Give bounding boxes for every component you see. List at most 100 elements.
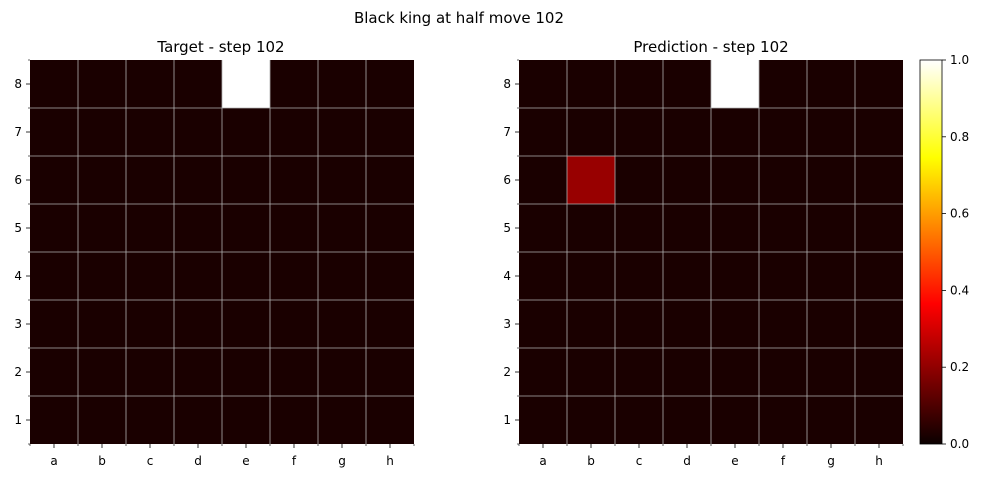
target-cell-h6: [366, 156, 414, 204]
target-y-tick-label: 1: [14, 413, 22, 427]
prediction-cell-c4: [615, 252, 663, 300]
target-cell-b8: [78, 60, 126, 108]
target-cell-e2: [222, 348, 270, 396]
target-cell-f2: [270, 348, 318, 396]
prediction-y-tick-label: 8: [503, 77, 511, 91]
target-cell-a5: [30, 204, 78, 252]
prediction-y-tick-label: 4: [503, 269, 511, 283]
prediction-cell-e8: [711, 60, 759, 108]
prediction-cell-g5: [807, 204, 855, 252]
target-cell-c3: [126, 300, 174, 348]
target-x-tick-label: d: [194, 454, 202, 468]
prediction-cell-f2: [759, 348, 807, 396]
colorbar-tick-label: 0.2: [950, 360, 969, 374]
target-cell-f6: [270, 156, 318, 204]
prediction-cell-b6: [567, 156, 615, 204]
figure-title: Black king at half move 102: [354, 9, 564, 27]
prediction-x-tick-label: b: [587, 454, 595, 468]
target-cell-h2: [366, 348, 414, 396]
target-cell-g5: [318, 204, 366, 252]
target-cell-g3: [318, 300, 366, 348]
prediction-cell-g4: [807, 252, 855, 300]
target-cell-a2: [30, 348, 78, 396]
prediction-panel: Prediction - step 102 a b c d e f g h 8 7 6 5 4 3 2 1: [503, 38, 904, 468]
prediction-cell-a4: [519, 252, 567, 300]
target-cell-b1: [78, 396, 126, 444]
target-cell-a1: [30, 396, 78, 444]
target-cell-e3: [222, 300, 270, 348]
prediction-cell-d4: [663, 252, 711, 300]
prediction-cell-a5: [519, 204, 567, 252]
target-cell-h4: [366, 252, 414, 300]
target-y-tick-label: 2: [14, 365, 22, 379]
target-cell-e4: [222, 252, 270, 300]
prediction-cell-b3: [567, 300, 615, 348]
target-cell-e6: [222, 156, 270, 204]
colorbar-tick-label: 1.0: [950, 53, 969, 67]
prediction-cell-f3: [759, 300, 807, 348]
target-cell-h3: [366, 300, 414, 348]
prediction-x-tick-label: h: [875, 454, 883, 468]
prediction-cell-h1: [855, 396, 903, 444]
prediction-cell-d7: [663, 108, 711, 156]
prediction-cell-h6: [855, 156, 903, 204]
target-cell-f1: [270, 396, 318, 444]
prediction-cell-a1: [519, 396, 567, 444]
prediction-cell-e1: [711, 396, 759, 444]
prediction-x-tick-label: d: [683, 454, 691, 468]
target-panel-title: Target - step 102: [156, 38, 284, 56]
prediction-x-tick-label: a: [539, 454, 546, 468]
prediction-panel-title: Prediction - step 102: [633, 38, 788, 56]
target-cell-h7: [366, 108, 414, 156]
target-x-tick-label: f: [292, 454, 297, 468]
prediction-cell-f7: [759, 108, 807, 156]
target-x-tick-label: h: [386, 454, 394, 468]
target-cell-e5: [222, 204, 270, 252]
prediction-cell-b2: [567, 348, 615, 396]
prediction-cell-d6: [663, 156, 711, 204]
target-cell-d5: [174, 204, 222, 252]
prediction-cell-g2: [807, 348, 855, 396]
colorbar-tick-label: 0.0: [950, 437, 969, 451]
prediction-y-tick-label: 2: [503, 365, 511, 379]
prediction-cell-h5: [855, 204, 903, 252]
target-cell-a3: [30, 300, 78, 348]
colorbar-tick-label: 0.4: [950, 283, 969, 297]
target-y-tick-label: 7: [14, 125, 22, 139]
target-cell-e8: [222, 60, 270, 108]
target-cell-h8: [366, 60, 414, 108]
target-cell-d8: [174, 60, 222, 108]
target-y-tick-label: 3: [14, 317, 22, 331]
prediction-cell-d5: [663, 204, 711, 252]
target-cell-b3: [78, 300, 126, 348]
prediction-cell-c5: [615, 204, 663, 252]
target-cell-b4: [78, 252, 126, 300]
prediction-y-tick-label: 7: [503, 125, 511, 139]
prediction-y-tick-label: 1: [503, 413, 511, 427]
prediction-cell-b8: [567, 60, 615, 108]
target-cell-d3: [174, 300, 222, 348]
target-cell-e7: [222, 108, 270, 156]
target-cell-a4: [30, 252, 78, 300]
prediction-cell-h8: [855, 60, 903, 108]
target-cell-g7: [318, 108, 366, 156]
prediction-x-tick-label: g: [827, 454, 835, 468]
prediction-x-tick-label: f: [781, 454, 786, 468]
prediction-cell-f6: [759, 156, 807, 204]
target-cell-g1: [318, 396, 366, 444]
target-x-tick-label: c: [147, 454, 154, 468]
prediction-cell-a2: [519, 348, 567, 396]
prediction-cell-e3: [711, 300, 759, 348]
target-y-tick-label: 5: [14, 221, 22, 235]
colorbar-tick-label: 0.6: [950, 207, 969, 221]
target-x-tick-label: e: [242, 454, 249, 468]
target-cell-g4: [318, 252, 366, 300]
prediction-cell-g3: [807, 300, 855, 348]
prediction-cell-g7: [807, 108, 855, 156]
prediction-cell-b7: [567, 108, 615, 156]
prediction-cell-d8: [663, 60, 711, 108]
prediction-x-tick-label: e: [731, 454, 738, 468]
prediction-cell-a3: [519, 300, 567, 348]
target-cell-d6: [174, 156, 222, 204]
